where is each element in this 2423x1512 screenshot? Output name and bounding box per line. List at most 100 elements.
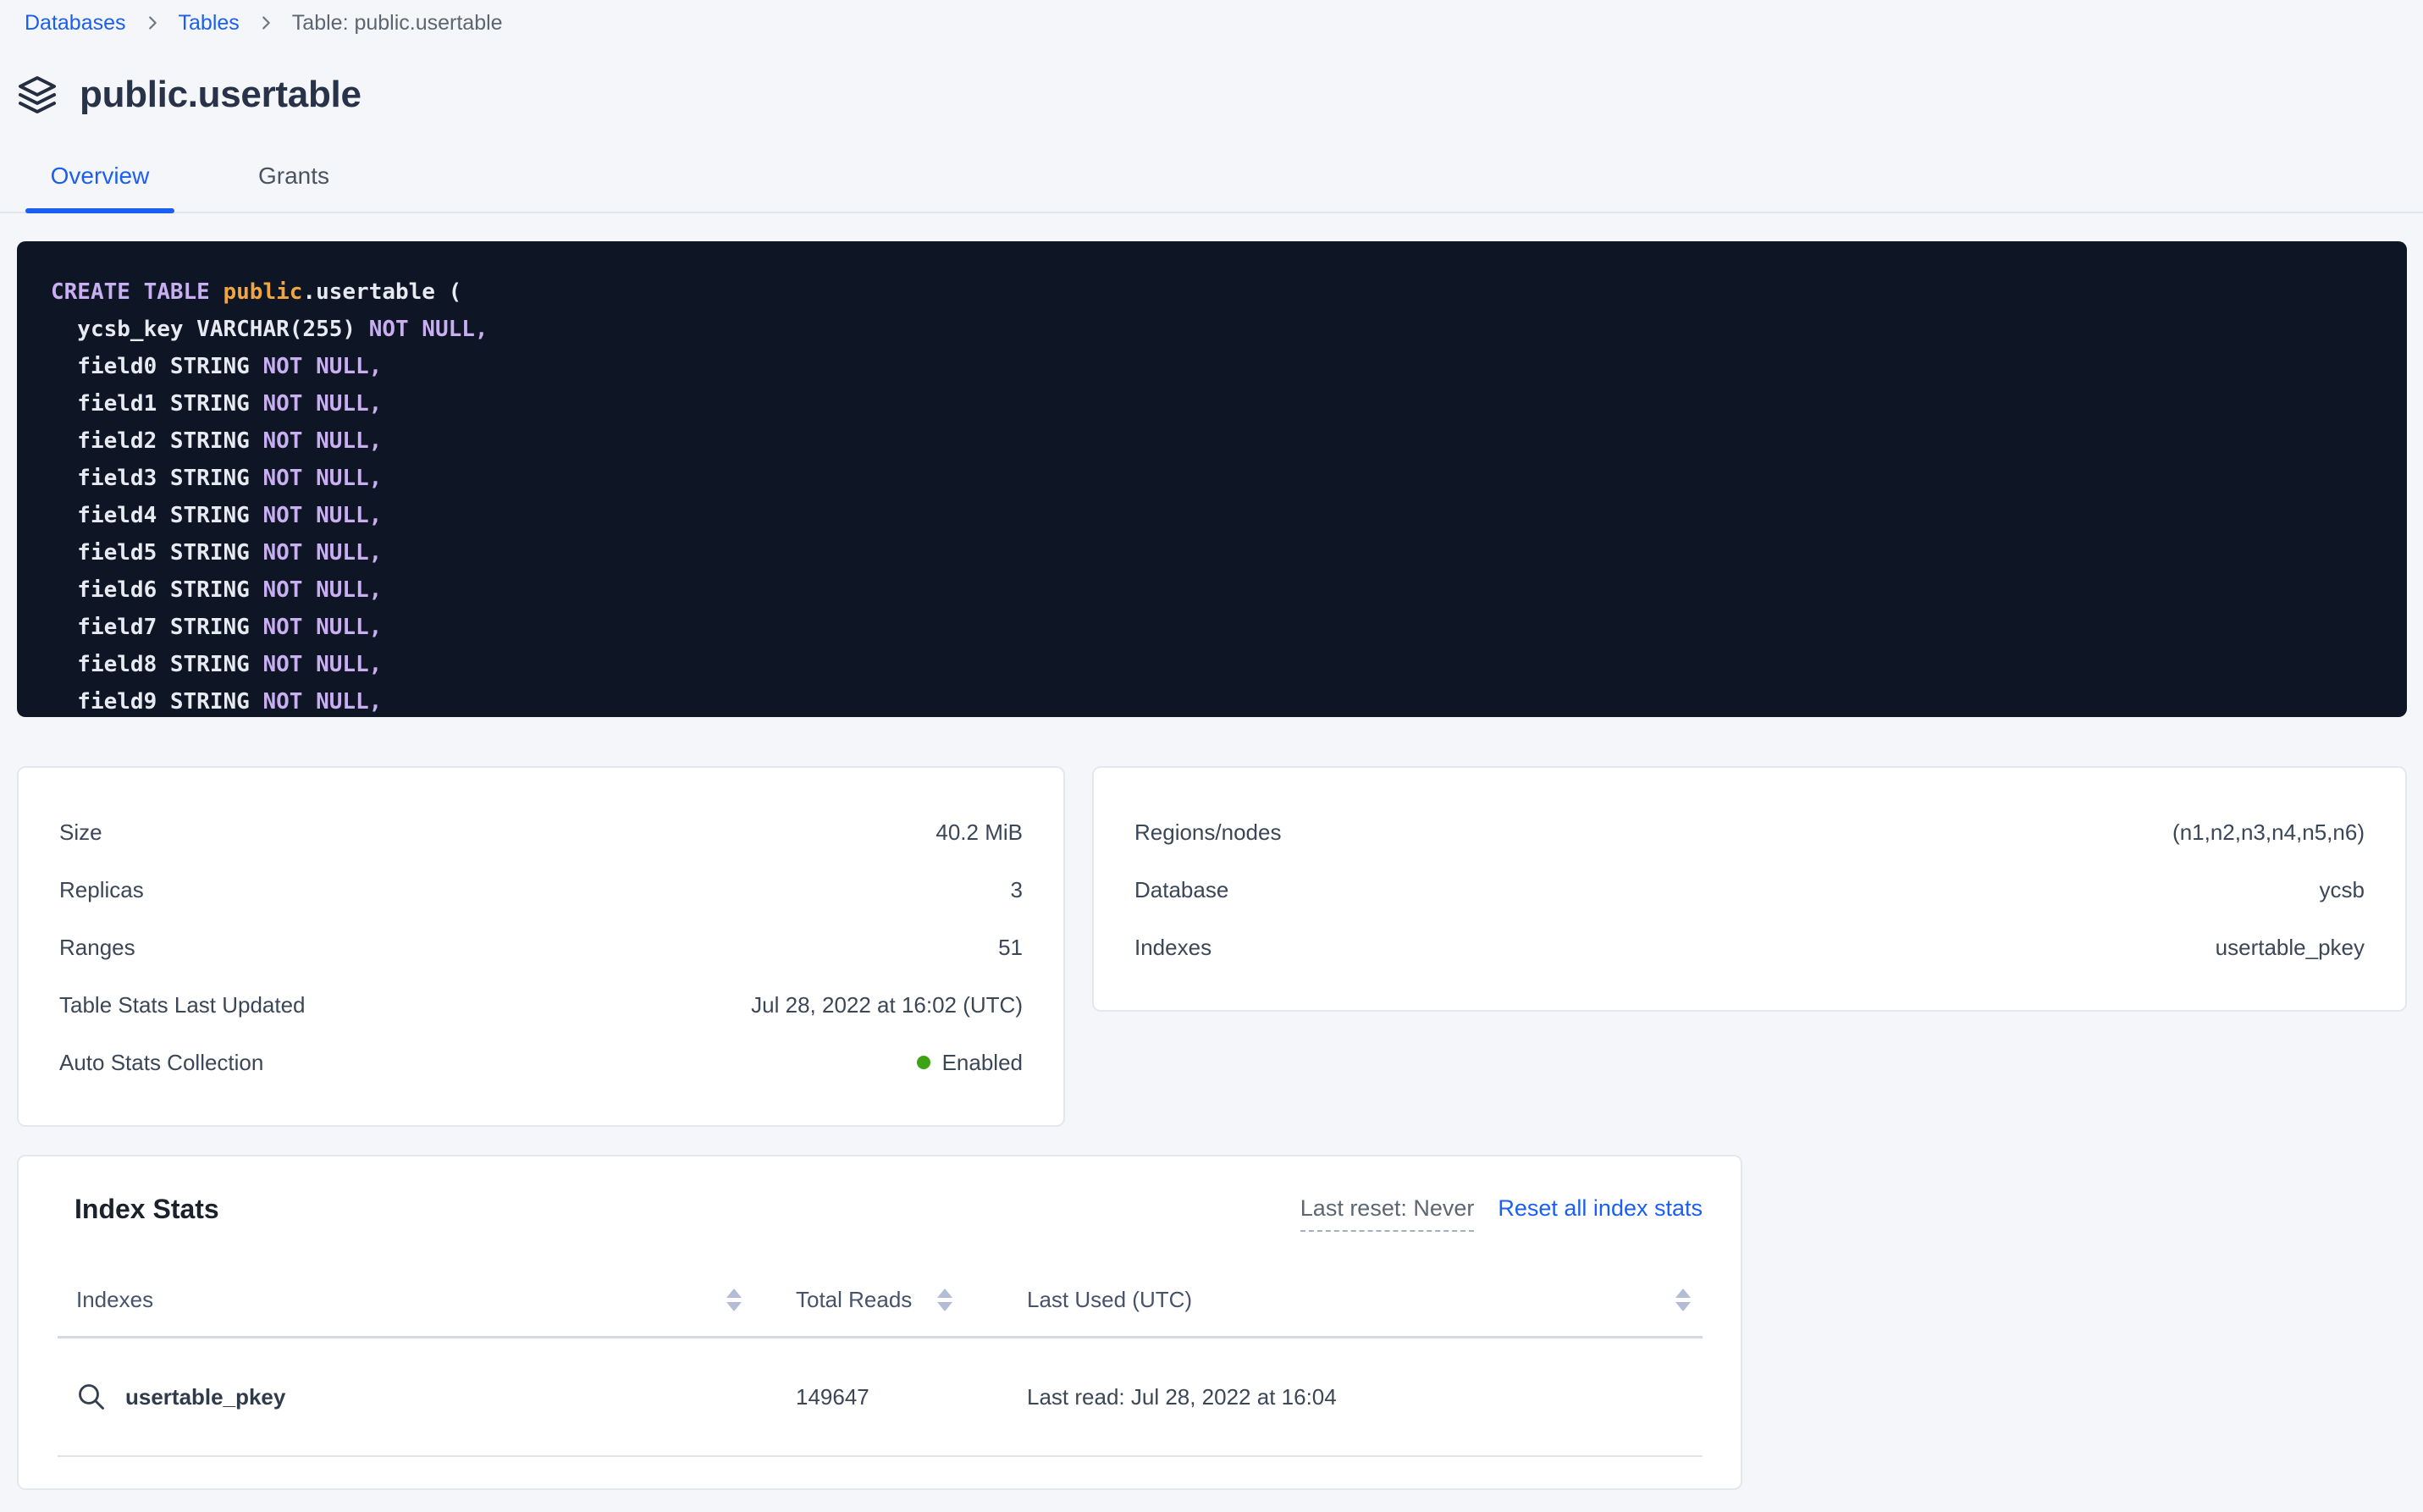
stat-value: ycsb [2319,876,2365,902]
table-summary-card: Size 40.2 MiB Replicas 3 Ranges 51 Table… [17,766,1065,1127]
stat-value: (n1,n2,n3,n4,n5,n6) [2172,819,2365,845]
reset-area: Last reset: Never Reset all index stats [1300,1194,1703,1232]
breadcrumb-link-databases[interactable]: Databases [25,10,126,35]
page-title: public.usertable [80,74,362,115]
layers-icon [17,74,58,116]
index-name-cell: usertable_pkey [58,1382,752,1412]
breadcrumb-link-tables[interactable]: Tables [178,10,240,35]
create-table-sql-block: CREATE TABLE public.usertable ( ycsb_key… [17,241,2407,717]
sql-token: NOT NULL, [262,503,383,528]
status-text: Enabled [941,1049,1023,1075]
sql-line: field2 STRING NOT NULL, [51,422,2373,460]
sql-line: field0 STRING NOT NULL, [51,348,2373,385]
stat-label: Ranges [59,934,135,960]
index-table-header: Indexes Total Reads Last Used (UTC) [58,1264,1703,1338]
status-dot-green-icon [916,1056,930,1069]
sql-line: field8 STRING NOT NULL, [51,646,2373,683]
last-reset-label: Last reset: Never [1300,1195,1475,1232]
stat-label: Table Stats Last Updated [59,991,306,1018]
tab-overview[interactable]: Overview [25,163,174,213]
sql-token: NOT NULL, [262,615,383,640]
sql-token: field5 STRING [51,540,263,566]
status-badge: Enabled [916,1049,1023,1076]
stat-row-regions: Regions/nodes (n1,n2,n3,n4,n5,n6) [1134,803,2365,861]
sql-token: NOT NULL, [262,391,383,417]
sql-token: field2 STRING [51,428,263,454]
sql-token: field7 STRING [51,615,263,640]
sql-token: ycsb_key VARCHAR(255) [51,317,369,342]
sql-token: .usertable ( [302,279,462,305]
stat-row-stats-updated: Table Stats Last Updated Jul 28, 2022 at… [59,976,1023,1034]
sql-token: CREATE TABLE [51,279,224,305]
sql-token: field6 STRING [51,577,263,603]
magnifier-icon [76,1382,107,1412]
total-reads-cell: 149647 [796,1383,869,1410]
reset-index-stats-link[interactable]: Reset all index stats [1498,1195,1703,1221]
stat-row-auto-stats: Auto Stats Collection Enabled [59,1034,1023,1091]
index-stats-header: Index Stats Last reset: Never Reset all … [58,1194,1703,1232]
sql-token: field3 STRING [51,466,263,491]
stat-value: Jul 28, 2022 at 16:02 (UTC) [751,991,1023,1018]
stat-row-size: Size 40.2 MiB [59,803,1023,861]
stat-label: Indexes [1134,934,1212,960]
stat-value: 3 [1010,876,1023,902]
sort-icon[interactable] [1675,1289,1691,1311]
sql-line: field3 STRING NOT NULL, [51,460,2373,497]
sql-token: NOT NULL, [262,689,383,715]
stat-value: 40.2 MiB [936,819,1023,845]
table-meta-card: Regions/nodes (n1,n2,n3,n4,n5,n6) Databa… [1092,766,2407,1012]
sort-icon[interactable] [726,1289,742,1311]
stat-row-database: Database ycsb [1134,861,2365,919]
stat-row-replicas: Replicas 3 [59,861,1023,919]
sql-token: public [223,279,303,305]
stat-value: usertable_pkey [2215,934,2365,960]
sort-icon[interactable] [937,1289,953,1311]
index-stats-title: Index Stats [75,1194,219,1224]
index-table-row[interactable]: usertable_pkey 149647 Last read: Jul 28,… [58,1338,1703,1457]
index-name: usertable_pkey [125,1383,286,1410]
sql-line: field5 STRING NOT NULL, [51,534,2373,571]
sql-token: field8 STRING [51,652,263,677]
stat-row-ranges: Ranges 51 [59,919,1023,976]
sql-token: NOT NULL, [262,652,383,677]
tab-grants[interactable]: Grants [234,163,354,212]
sql-token: field1 STRING [51,391,263,417]
tab-grants-label: Grants [257,163,330,189]
sql-line: ycsb_key VARCHAR(255) NOT NULL, [51,311,2373,348]
tab-bar: Overview Grants [0,163,2423,213]
sql-token: field4 STRING [51,503,263,528]
sql-line: field9 STRING NOT NULL, [51,683,2373,717]
sql-token: NOT NULL, [262,540,383,566]
sql-token: NOT NULL, [262,577,383,603]
stat-label: Replicas [59,876,144,902]
column-label: Indexes [76,1287,154,1312]
index-stats-card: Index Stats Last reset: Never Reset all … [17,1155,1742,1490]
page-header: public.usertable [17,71,2423,119]
sql-token: NOT NULL, [368,317,488,342]
sql-token: field0 STRING [51,354,263,379]
breadcrumb: Databases Tables Table: public.usertable [0,0,2423,37]
tab-overview-label: Overview [50,163,150,189]
sql-line: field7 STRING NOT NULL, [51,609,2373,646]
chevron-right-icon [257,14,275,32]
sql-token: NOT NULL, [262,428,383,454]
stat-row-indexes: Indexes usertable_pkey [1134,919,2365,976]
stat-label: Database [1134,876,1229,902]
chevron-right-icon [143,14,162,32]
summary-cards-row: Size 40.2 MiB Replicas 3 Ranges 51 Table… [17,766,2407,1127]
sql-token: field9 STRING [51,689,263,715]
stat-value: 51 [998,934,1023,960]
breadcrumb-current: Table: public.usertable [291,10,503,35]
column-label: Total Reads [796,1287,913,1312]
stat-label: Regions/nodes [1134,819,1282,845]
sql-line: field6 STRING NOT NULL, [51,571,2373,609]
column-header-last-used: Last Used (UTC) [1027,1287,1703,1313]
last-used-cell: Last read: Jul 28, 2022 at 16:04 [1027,1383,1337,1410]
stat-label: Size [59,819,102,845]
sql-line: CREATE TABLE public.usertable ( [51,273,2373,311]
sql-line: field1 STRING NOT NULL, [51,385,2373,422]
sql-line: field4 STRING NOT NULL, [51,497,2373,534]
sql-token: NOT NULL, [262,466,383,491]
stat-label: Auto Stats Collection [59,1049,264,1075]
column-header-total-reads: Total Reads [752,1287,1027,1313]
